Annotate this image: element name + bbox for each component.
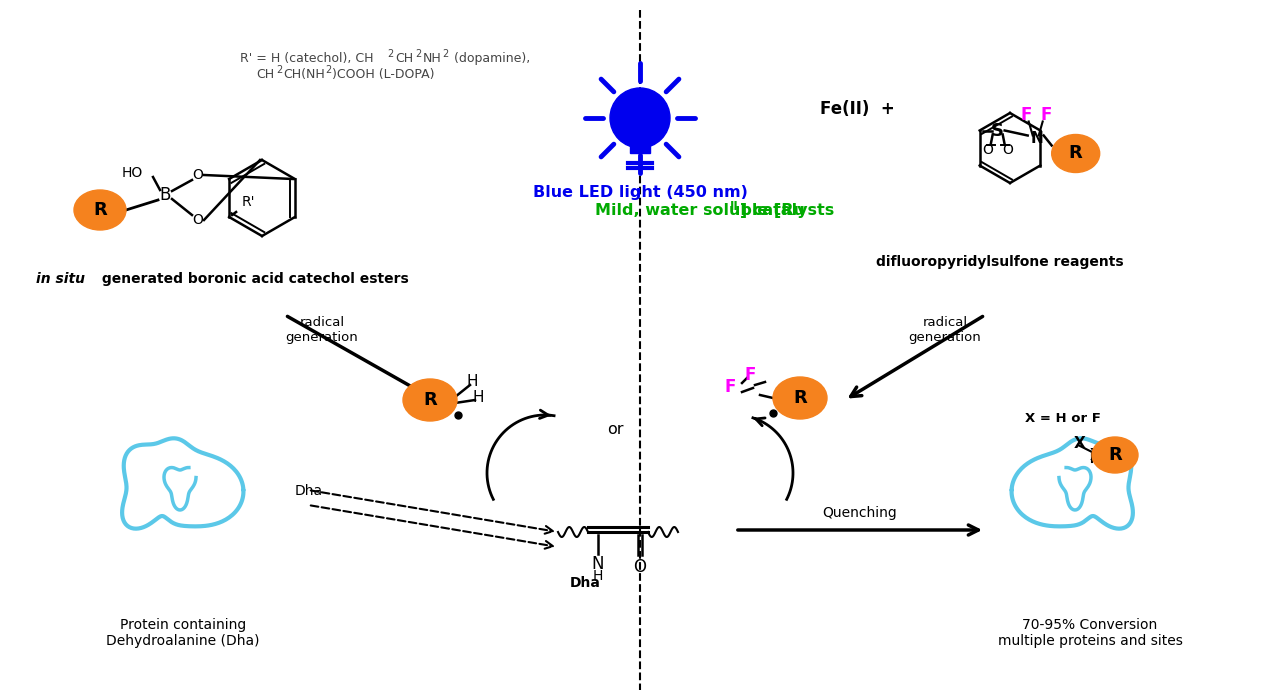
Text: F: F xyxy=(1041,106,1051,124)
Text: R': R' xyxy=(242,195,256,209)
Text: 2: 2 xyxy=(387,49,393,59)
Text: Dha: Dha xyxy=(570,576,600,590)
Text: X: X xyxy=(1074,435,1085,450)
Text: H: H xyxy=(472,389,484,405)
Text: NH: NH xyxy=(422,52,442,65)
Text: B: B xyxy=(159,186,170,204)
Text: R: R xyxy=(1108,446,1121,464)
Text: O: O xyxy=(192,168,204,182)
Text: O: O xyxy=(982,143,993,157)
Ellipse shape xyxy=(1092,437,1138,473)
Text: N: N xyxy=(1030,131,1043,146)
Text: H: H xyxy=(593,569,603,583)
Ellipse shape xyxy=(74,190,125,230)
Text: in situ: in situ xyxy=(36,272,84,286)
Text: or: or xyxy=(607,422,623,438)
Text: R: R xyxy=(424,391,436,409)
Text: R: R xyxy=(794,389,806,407)
Circle shape xyxy=(611,88,669,148)
FancyBboxPatch shape xyxy=(630,143,650,153)
Ellipse shape xyxy=(403,379,457,421)
Text: Quenching: Quenching xyxy=(823,506,897,520)
Text: Protein containing
Dehydroalanine (Dha): Protein containing Dehydroalanine (Dha) xyxy=(106,618,260,648)
Text: F: F xyxy=(724,378,736,396)
Text: O: O xyxy=(634,558,646,576)
Text: ] catalysts: ] catalysts xyxy=(740,203,835,218)
Text: 2: 2 xyxy=(415,49,421,59)
Text: 2: 2 xyxy=(276,65,283,75)
Text: F: F xyxy=(1020,106,1032,124)
Text: radical
generation: radical generation xyxy=(285,316,358,344)
Text: O: O xyxy=(1002,143,1014,157)
Ellipse shape xyxy=(1052,134,1100,173)
Text: R' = H (catechol), CH: R' = H (catechol), CH xyxy=(241,52,374,65)
Text: O: O xyxy=(192,213,204,227)
Text: R: R xyxy=(1069,145,1083,162)
Text: Fe(II)  +: Fe(II) + xyxy=(820,100,895,118)
Text: CH(NH: CH(NH xyxy=(283,68,325,81)
Text: 2: 2 xyxy=(325,65,332,75)
Text: CH: CH xyxy=(256,68,274,81)
Text: II: II xyxy=(730,200,739,213)
Text: X = H or F: X = H or F xyxy=(1025,412,1101,424)
Text: (dopamine),: (dopamine), xyxy=(451,52,530,65)
Text: HO: HO xyxy=(122,166,143,180)
Text: 2: 2 xyxy=(442,49,448,59)
Text: H: H xyxy=(466,375,477,389)
Text: difluoropyridylsulfone reagents: difluoropyridylsulfone reagents xyxy=(877,255,1124,269)
Text: Mild, water soluble [Ru: Mild, water soluble [Ru xyxy=(595,203,805,218)
Text: Blue LED light (450 nm): Blue LED light (450 nm) xyxy=(532,185,748,200)
Text: R: R xyxy=(93,201,106,219)
Text: generated boronic acid catechol esters: generated boronic acid catechol esters xyxy=(97,272,408,286)
Text: )COOH (L-DOPA): )COOH (L-DOPA) xyxy=(332,68,434,81)
Text: F: F xyxy=(744,366,755,384)
Ellipse shape xyxy=(773,377,827,419)
Text: Dha: Dha xyxy=(294,484,323,498)
Text: CH: CH xyxy=(396,52,413,65)
Text: radical
generation: radical generation xyxy=(909,316,982,344)
Text: S: S xyxy=(991,122,1005,140)
Text: 70-95% Conversion
multiple proteins and sites: 70-95% Conversion multiple proteins and … xyxy=(997,618,1183,648)
Text: N: N xyxy=(591,555,604,573)
Text: X: X xyxy=(1091,447,1102,463)
